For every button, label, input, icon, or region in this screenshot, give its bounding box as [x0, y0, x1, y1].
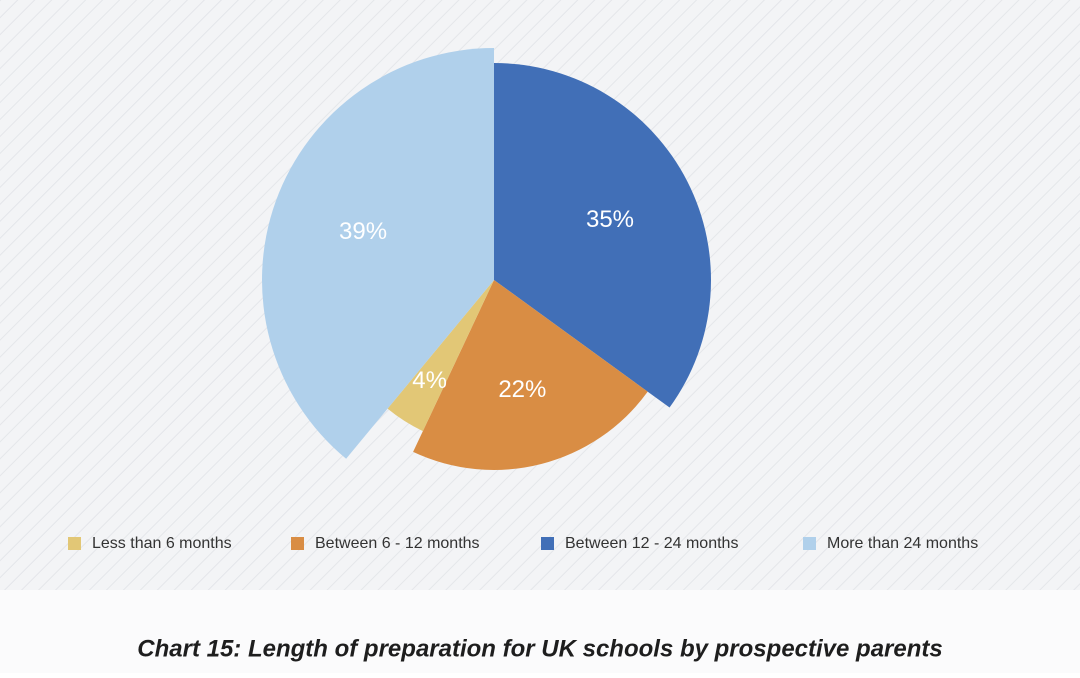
data-label: 35% — [586, 206, 634, 233]
pie-slice — [413, 280, 648, 471]
legend-label: Between 6 - 12 months — [315, 535, 480, 552]
pie-slice — [387, 280, 494, 432]
pie: 35%22%4%39% — [262, 48, 712, 471]
chart-title: Chart 15: Length of preparation for UK s… — [137, 635, 942, 662]
data-label: 39% — [339, 218, 387, 245]
legend-swatch — [291, 537, 304, 550]
pie-slice — [262, 48, 494, 459]
legend-label: Less than 6 months — [92, 535, 232, 552]
legend: Less than 6 months Between 6 - 12 months B… — [68, 535, 978, 552]
pie-slice — [494, 63, 712, 408]
data-label: 22% — [498, 376, 546, 403]
legend-label: Between 12 - 24 months — [565, 535, 738, 552]
legend-swatch — [68, 537, 81, 550]
legend-label: More than 24 months — [827, 535, 978, 552]
legend-swatch — [541, 537, 554, 550]
caption-background — [0, 590, 1080, 673]
legend-swatch — [803, 537, 816, 550]
